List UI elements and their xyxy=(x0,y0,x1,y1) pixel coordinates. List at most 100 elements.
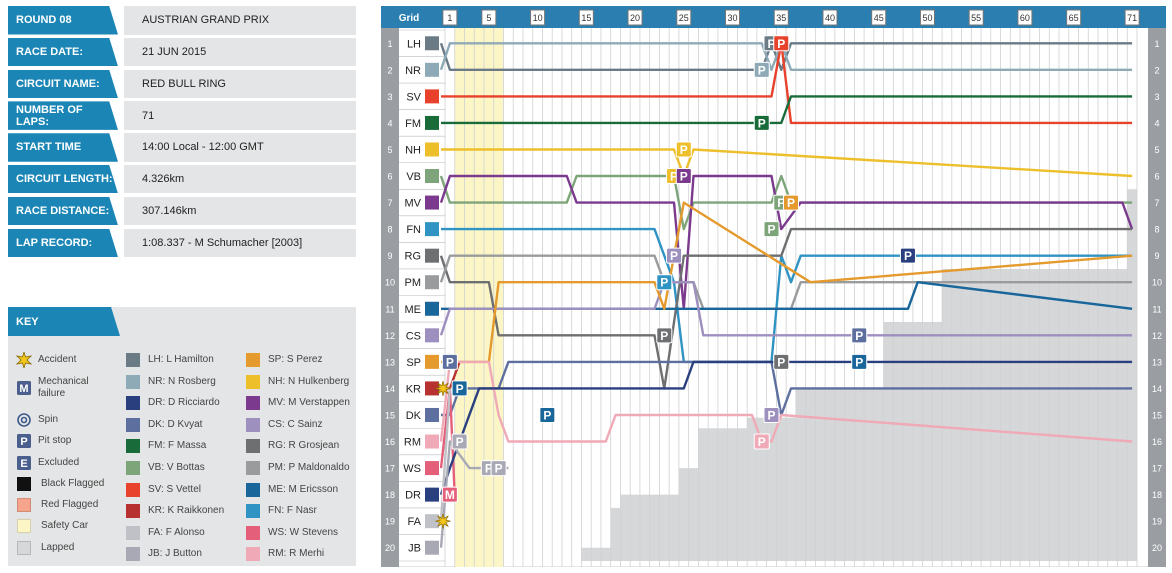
key-driver-label: KR: K Raikkonen xyxy=(148,505,225,517)
position-label-right: 2 xyxy=(1154,65,1159,75)
svg-text:P: P xyxy=(20,436,27,448)
info-row: CIRCUIT LENGTH: 4.326km xyxy=(8,164,356,194)
pit-stop-cs-glyph: P xyxy=(777,355,785,369)
pit-stop-jb-glyph: P xyxy=(456,435,464,449)
pit-stop-nr xyxy=(753,61,770,78)
key-label: Excluded xyxy=(38,457,80,468)
driver-swatch xyxy=(246,417,260,432)
driver-line-nr xyxy=(439,42,1133,71)
grid-driver-code: SV xyxy=(406,91,421,103)
lap-tick-box xyxy=(530,9,546,26)
pit-stop-rg-glyph: P xyxy=(660,329,668,343)
grid-driver-swatch xyxy=(425,407,439,422)
pit-stop-cs xyxy=(773,353,790,370)
key-driver-nr: NR: N Rosberg xyxy=(126,374,216,389)
lap-tick-label: 60 xyxy=(1020,13,1030,23)
position-label-right: 12 xyxy=(1152,331,1162,341)
safety-car-band xyxy=(454,28,504,567)
grid-driver-swatch xyxy=(425,89,439,104)
position-label-left: 14 xyxy=(385,384,395,394)
position-label-left: 5 xyxy=(387,145,392,155)
key-driver-fm: FM: F Massa xyxy=(126,439,207,454)
pit-stop-rg-glyph: P xyxy=(904,249,912,263)
lap-tick-box xyxy=(1066,9,1082,26)
key-driver-label: JB: J Button xyxy=(148,548,202,560)
lap-tick-label: 20 xyxy=(630,13,640,23)
position-label-left: 12 xyxy=(385,331,395,341)
grid-driver-code: WS xyxy=(403,463,421,475)
driver-swatch xyxy=(246,353,260,367)
accident-icon xyxy=(16,352,32,368)
driver-swatch xyxy=(246,461,260,475)
key-label: Safety Car xyxy=(41,520,89,531)
driver-swatch xyxy=(126,417,140,432)
position-label-right: 15 xyxy=(1152,410,1162,420)
key-mechanical: M Mechanical failure xyxy=(16,376,118,400)
key-pit: P Pit stop xyxy=(16,434,118,448)
grid-driver-swatch xyxy=(425,301,439,316)
key-driver-ws: WS: W Stevens xyxy=(246,525,338,540)
key-title: KEY xyxy=(8,307,120,336)
driver-line-me xyxy=(441,281,1133,310)
lap-tick-box xyxy=(442,9,458,26)
key-driver-label: PM: P Maldonaldo xyxy=(268,462,350,473)
position-label-left: 19 xyxy=(385,517,395,527)
key-driver-label: ME: M Ericsson xyxy=(268,483,339,495)
race-info-panel: ROUND 08 AUSTRIAN GRAND PRIX RACE DATE: 21 … xyxy=(8,6,356,260)
lap-tick-label: 50 xyxy=(922,13,932,23)
pit-stop-dr xyxy=(451,380,468,397)
info-label: START TIME xyxy=(8,133,118,162)
grid-driver-swatch xyxy=(425,487,439,502)
pit-icon: P xyxy=(16,434,32,448)
grid-driver-swatch xyxy=(425,115,439,130)
key-driver-label: SP: S Perez xyxy=(268,354,323,365)
key-label: Lapped xyxy=(41,542,75,553)
key-label: Spin xyxy=(38,414,59,425)
pit-stop-me xyxy=(851,327,868,344)
lap-tick-box xyxy=(773,9,789,26)
key-driver-fa: FA: F Alonso xyxy=(126,525,205,540)
position-label-left: 1 xyxy=(387,39,392,49)
lap-tick-box xyxy=(578,9,594,26)
grid-driver-code: KR xyxy=(406,383,421,395)
key-driver-label: FM: F Massa xyxy=(148,440,207,452)
pit-stop-sp xyxy=(783,194,799,211)
grid-driver-swatch xyxy=(425,540,439,555)
info-label: RACE DISTANCE: xyxy=(8,196,118,226)
info-label: RACE DATE: xyxy=(8,37,118,67)
grid-driver-swatch xyxy=(425,195,439,210)
lap-tick-box xyxy=(676,9,692,26)
position-label-right: 13 xyxy=(1152,357,1162,367)
grid-driver-swatch xyxy=(425,62,439,77)
key-black-flag: Black Flagged xyxy=(16,477,121,491)
position-label-left: 7 xyxy=(387,198,392,208)
position-label-right: 9 xyxy=(1154,251,1159,261)
pit-stop-rm-glyph: P xyxy=(758,435,766,449)
pit-stop-fm xyxy=(753,114,770,131)
key-driver-label: SV: S Vettel xyxy=(148,483,201,495)
grid-driver-swatch xyxy=(425,381,439,396)
position-label-right: 8 xyxy=(1154,225,1159,235)
pit-stop-me xyxy=(851,353,868,370)
driver-swatch xyxy=(126,482,140,497)
driver-line-dk xyxy=(441,360,1133,417)
info-row: CIRCUIT NAME: RED BULL RING xyxy=(8,69,356,99)
key-driver-fn: FN: F Nasr xyxy=(246,504,317,519)
pit-stop-fn-glyph: P xyxy=(767,223,775,237)
grid-driver-swatch xyxy=(425,328,439,343)
position-label-left: 16 xyxy=(385,437,395,447)
driver-line-vb xyxy=(439,174,1133,231)
grid-driver-code: FM xyxy=(405,118,421,130)
key-driver-dk: DK: D Kvyat xyxy=(126,417,202,432)
key-driver-label: DR: D Ricciardo xyxy=(148,397,220,409)
key-driver-label: FA: F Alonso xyxy=(148,526,205,538)
info-value: 21 JUN 2015 xyxy=(124,37,356,67)
pit-stop-jb-glyph: P xyxy=(485,462,493,476)
position-label-right: 5 xyxy=(1154,145,1159,155)
lap-tick-label: 10 xyxy=(533,13,543,23)
position-label-left: 17 xyxy=(385,464,395,474)
grid-driver-swatch xyxy=(425,169,439,184)
grid-driver-swatch xyxy=(425,36,439,51)
info-label: NUMBER OF LAPS: xyxy=(8,101,118,130)
position-label-left: 4 xyxy=(387,118,392,128)
